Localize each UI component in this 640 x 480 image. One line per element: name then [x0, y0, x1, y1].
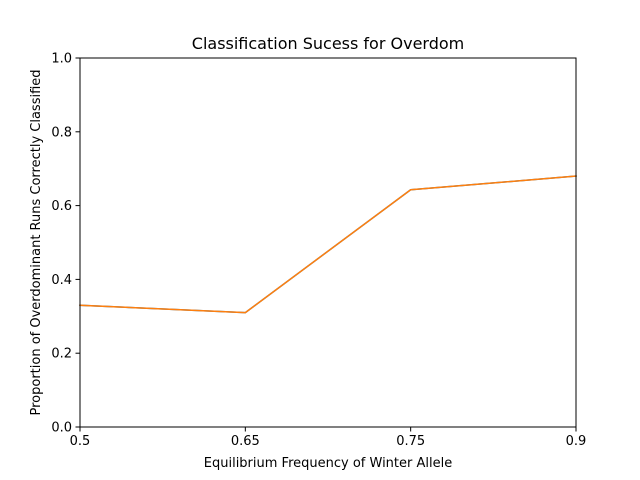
x-tick-label: 0.9	[566, 434, 587, 449]
axes-frame	[79, 57, 577, 428]
y-tick-label: 0.0	[51, 421, 72, 436]
x-tick-label: 0.75	[396, 434, 425, 449]
axes-background	[80, 58, 576, 427]
series-line-2	[79, 175, 577, 314]
y-tick-label: 1.0	[51, 52, 72, 67]
series-layer	[79, 175, 577, 314]
x-axis-label: Equilibrium Frequency of Winter Allele	[204, 456, 452, 471]
chart-title: Classification Sucess for Overdom	[192, 34, 464, 53]
y-axis: 0.0 0.2 0.4 0.6 0.8 1.0	[51, 52, 80, 436]
y-tick-label: 0.2	[51, 347, 72, 362]
y-tick-label: 0.8	[51, 125, 72, 140]
plot-area	[79, 57, 577, 428]
x-axis: 0.5 0.65 0.75 0.9	[70, 427, 587, 449]
y-tick-label: 0.6	[51, 199, 72, 214]
y-axis-label: Proportion of Overdominant Runs Correctl…	[29, 69, 44, 415]
x-tick-label: 0.5	[70, 434, 91, 449]
x-tick-label: 0.65	[231, 434, 260, 449]
y-tick-label: 0.4	[51, 273, 72, 288]
